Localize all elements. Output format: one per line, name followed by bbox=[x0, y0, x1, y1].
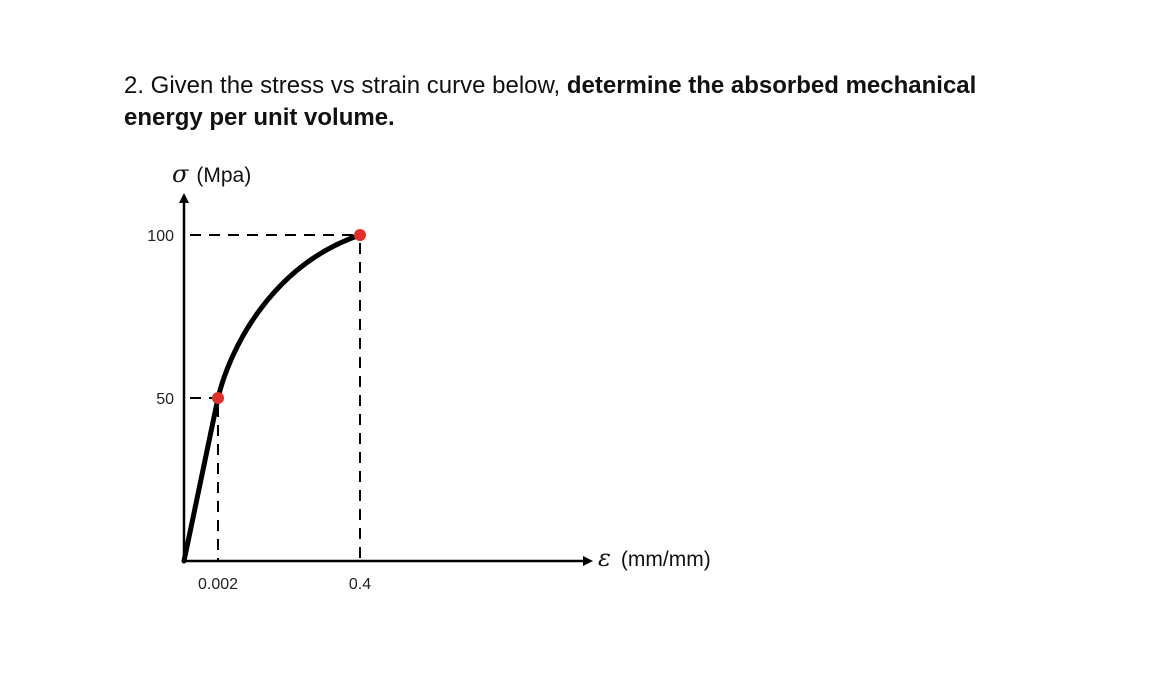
x-axis-label: ε (mm/mm) bbox=[598, 544, 711, 572]
y-axis-label: σ (Mpa) bbox=[172, 160, 251, 188]
x-axis-symbol: ε bbox=[598, 544, 611, 572]
y-tick-label-1: 50 bbox=[156, 391, 174, 408]
x-axis-unit: (mm/mm) bbox=[621, 548, 711, 571]
question-prefix: 2. Given the stress vs strain curve belo… bbox=[124, 72, 567, 99]
y-axis-unit: (Mpa) bbox=[196, 164, 251, 187]
curve-segment-1 bbox=[215, 232, 363, 401]
x-tick-label-1: 0.4 bbox=[349, 576, 371, 593]
point-marker-0 bbox=[212, 392, 224, 404]
y-axis-symbol: σ bbox=[172, 160, 189, 188]
point-markers bbox=[212, 229, 366, 404]
tick-labels: 100 50 0.002 0.4 bbox=[147, 228, 371, 593]
question-bold: determine the absorbed mechanical energy… bbox=[124, 72, 977, 131]
x-tick-label-0: 0.002 bbox=[198, 576, 238, 593]
curve-layer bbox=[181, 232, 363, 564]
point-marker-1 bbox=[354, 229, 366, 241]
y-tick-label-0: 100 bbox=[147, 228, 174, 245]
question-text: 2. Given the stress vs strain curve belo… bbox=[124, 70, 1024, 134]
curve-segment-0 bbox=[181, 395, 221, 564]
